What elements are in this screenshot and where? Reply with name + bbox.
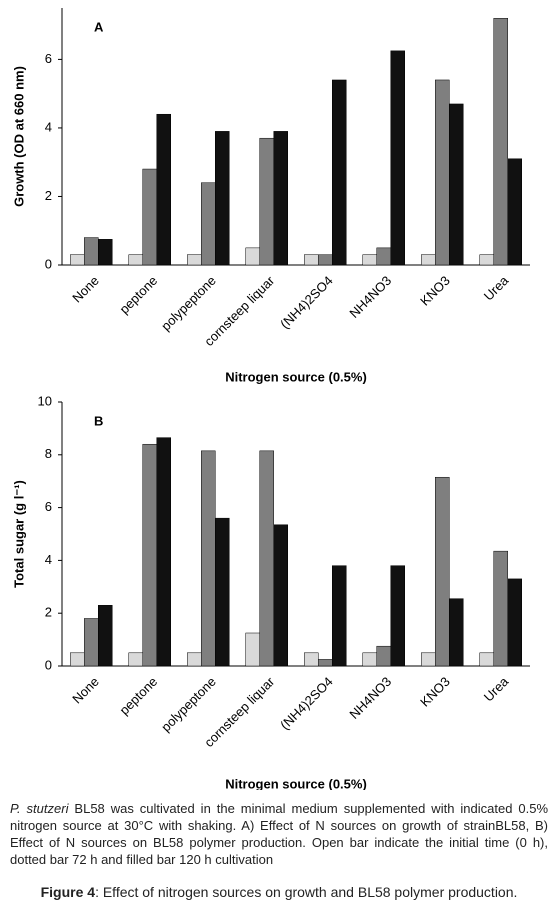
x-axis-title: Nitrogen source (0.5%)	[225, 369, 367, 384]
y-tick-label: 2	[45, 605, 52, 620]
bar	[128, 254, 143, 266]
y-tick-label: 4	[45, 119, 52, 134]
x-tick-label: Urea	[481, 272, 512, 303]
y-tick-label: 8	[45, 446, 52, 461]
bar	[449, 598, 464, 667]
caption-text: BL58 was cultivated in the minimal mediu…	[10, 801, 549, 867]
bar	[421, 652, 436, 667]
bar	[507, 158, 522, 266]
bar	[142, 168, 157, 266]
bar	[84, 237, 99, 266]
bar	[318, 254, 333, 266]
x-tick-label: None	[69, 273, 102, 306]
species: P. stutzeri	[10, 801, 69, 816]
y-axis-title: Growth (OD at 660 nm)	[11, 66, 26, 207]
bar	[98, 239, 113, 266]
bar	[376, 645, 391, 667]
bar	[156, 113, 171, 266]
x-tick-label: polypeptone	[158, 674, 219, 735]
x-tick-label: (NH4)2SO4	[277, 674, 336, 733]
figure-caption: Figure 4: Effect of nitrogen sources on …	[10, 884, 548, 901]
y-tick-label: 0	[45, 256, 52, 271]
bar	[215, 517, 230, 667]
bar	[390, 50, 405, 266]
bar	[98, 605, 113, 667]
bar	[362, 254, 377, 266]
y-tick-label: 6	[45, 51, 52, 66]
bar	[128, 652, 143, 667]
bar	[259, 137, 274, 266]
bar	[201, 182, 216, 266]
x-tick-label: (NH4)2SO4	[277, 273, 336, 332]
bar	[507, 578, 522, 667]
bar	[142, 443, 157, 667]
x-tick-label: NH4NO3	[346, 674, 394, 722]
panel-label: A	[94, 19, 104, 34]
bar	[449, 103, 464, 266]
bar	[259, 450, 274, 667]
bar	[435, 79, 450, 266]
y-tick-label: 2	[45, 188, 52, 203]
figure: A Growth (OD at 660 nm) Nitrogen source (0…	[11, 8, 530, 790]
bar	[84, 618, 99, 667]
bar	[479, 254, 494, 266]
bar	[304, 254, 319, 266]
bar	[493, 18, 508, 266]
bar	[390, 565, 405, 667]
y-tick-label: 6	[45, 499, 52, 514]
caption: P. stutzeri BL58 was cultivated in the m…	[10, 800, 548, 868]
bar	[245, 632, 260, 667]
x-tick-label: KNO3	[417, 674, 453, 710]
bar	[435, 476, 450, 667]
bar	[318, 659, 333, 667]
x-tick-label: peptone	[116, 674, 160, 718]
bar	[493, 550, 508, 667]
bar	[70, 254, 85, 266]
bar	[215, 131, 230, 266]
figure-title: : Effect of nitrogen sources on growth a…	[95, 884, 518, 900]
x-tick-label: None	[69, 674, 102, 707]
figure-label: Figure 4	[40, 884, 96, 900]
bar	[187, 652, 202, 667]
bar	[421, 254, 436, 266]
y-tick-label: 0	[45, 657, 52, 672]
bar	[376, 247, 391, 266]
x-tick-label: KNO3	[417, 273, 453, 309]
bar	[479, 652, 494, 667]
y-tick-label: 4	[45, 552, 52, 567]
x-tick-label: NH4NO3	[346, 273, 394, 321]
x-tick-label: polypeptone	[158, 273, 219, 334]
bar	[245, 247, 260, 266]
bar	[332, 79, 347, 266]
x-tick-label: peptone	[116, 273, 160, 317]
bar	[156, 437, 171, 667]
bar	[304, 652, 319, 667]
y-axis-title: Total sugar (g l⁻¹)	[11, 480, 26, 588]
bar	[70, 652, 85, 667]
panel-label: B	[94, 413, 103, 428]
bar	[201, 450, 216, 667]
bar	[332, 565, 347, 667]
bar	[362, 652, 377, 667]
bar	[187, 254, 202, 266]
bar	[273, 524, 288, 667]
x-axis-title: Nitrogen source (0.5%)	[225, 776, 367, 790]
bar	[273, 131, 288, 266]
y-tick-label: 10	[38, 393, 52, 408]
x-tick-label: Urea	[481, 673, 512, 704]
